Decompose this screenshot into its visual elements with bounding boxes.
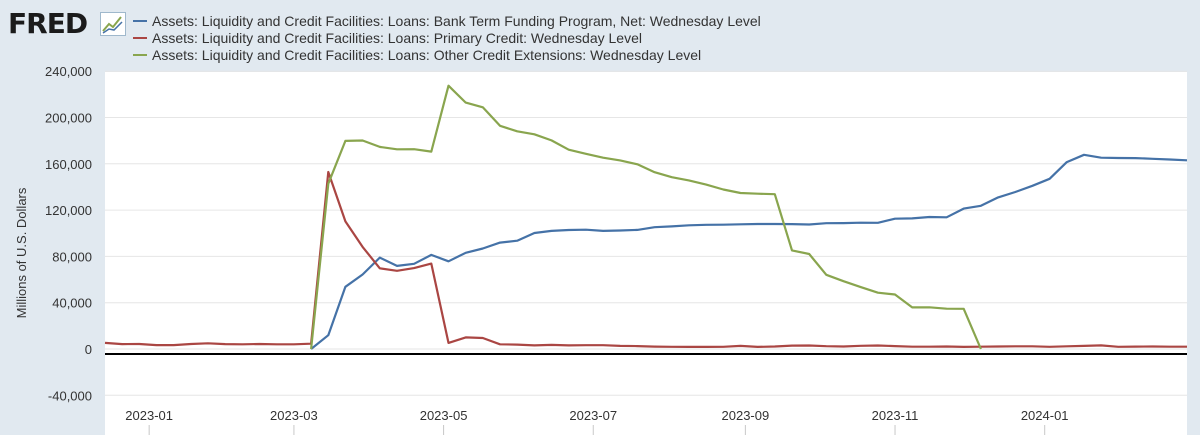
legend-swatch-other-credit (133, 53, 147, 56)
grid-lines (105, 70, 1187, 396)
series-lines (104, 84, 1188, 355)
legend-label-btfp: Assets: Liquidity and Credit Facilities:… (152, 12, 761, 29)
y-tick-label: 120,000 (45, 203, 92, 218)
plot-area (105, 72, 1187, 435)
x-tick-label: 2024-01 (1021, 408, 1069, 423)
x-axis-ticks: 2023-01 2023-03 2023-05 2023-07 2023-09 2023-… (125, 408, 1069, 435)
y-tick-label: 160,000 (45, 157, 92, 172)
legend-item-other-credit[interactable]: Assets: Liquidity and Credit Facilities:… (133, 46, 761, 63)
x-tick-label: 2023-05 (420, 408, 468, 423)
x-tick-label: 2023-11 (872, 408, 919, 423)
x-tick-label: 2023-03 (270, 408, 318, 423)
series-line-3 (310, 84, 982, 350)
y-tick-label: 200,000 (45, 111, 92, 126)
legend-item-primary-credit[interactable]: Assets: Liquidity and Credit Facilities:… (133, 29, 761, 46)
x-tick-label: 2023-01 (125, 408, 173, 423)
y-tick-label: -40,000 (48, 388, 92, 403)
y-axis-ticks: -40,000 0 40,000 80,000 120,000 160,000 200,00… (45, 64, 92, 403)
fred-logo-text: FRED (8, 7, 88, 40)
series-line-1 (310, 153, 1188, 350)
fred-chart-mark-icon (100, 12, 126, 36)
y-tick-label: 80,000 (52, 249, 92, 264)
legend-swatch-btfp (133, 19, 147, 22)
x-tick-label: 2023-07 (569, 408, 617, 423)
y-tick-label: 0 (85, 342, 92, 357)
y-tick-label: 40,000 (52, 296, 92, 311)
legend-label-other-credit: Assets: Liquidity and Credit Facilities:… (152, 46, 702, 63)
legend-item-btfp[interactable]: Assets: Liquidity and Credit Facilities:… (133, 12, 761, 29)
fred-logo[interactable]: FRED (8, 4, 126, 44)
x-tick-label: 2023-09 (722, 408, 770, 423)
y-tick-label: 240,000 (45, 64, 92, 79)
series-line-2 (104, 170, 1187, 348)
y-axis-label: Millions of U.S. Dollars (14, 187, 29, 318)
legend-label-primary-credit: Assets: Liquidity and Credit Facilities:… (152, 29, 642, 46)
chart-legend: Assets: Liquidity and Credit Facilities:… (133, 12, 761, 63)
legend-swatch-primary-credit (133, 36, 147, 39)
